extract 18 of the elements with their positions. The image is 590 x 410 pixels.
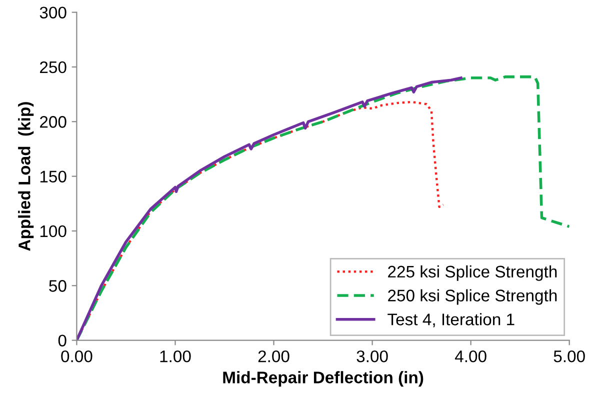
- legend-label: 250 ksi Splice Strength: [388, 289, 557, 305]
- y-tick-label: 200: [40, 116, 66, 128]
- x-tick-label: 3.00: [356, 350, 388, 362]
- y-tick-label: 250: [40, 61, 66, 74]
- y-tick-label: 50: [49, 280, 66, 292]
- x-tick-label: 4.00: [454, 350, 486, 362]
- y-tick-label: 150: [40, 170, 66, 183]
- y-tick-label: 0: [58, 334, 66, 347]
- y-tick-label: 100: [40, 225, 66, 238]
- x-tick-label: 2.00: [258, 350, 290, 362]
- y-axis-title: Applied Load (kip): [18, 102, 34, 251]
- legend-label: Test 4, Iteration 1: [388, 313, 514, 328]
- x-tick-label: 5.00: [554, 350, 585, 362]
- x-tick-label: 1.00: [160, 350, 191, 362]
- x-axis-title: Mid-Repair Deflection (in): [223, 371, 424, 387]
- y-tick-label: 300: [40, 6, 66, 19]
- legend-label: 225 ksi Splice Strength: [388, 265, 557, 281]
- x-tick-label: 0.00: [61, 350, 92, 362]
